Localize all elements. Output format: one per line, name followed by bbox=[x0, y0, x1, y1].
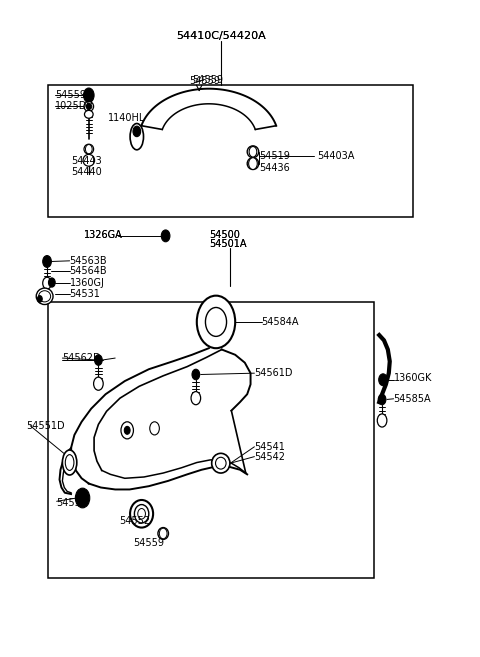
Text: 54542: 54542 bbox=[254, 452, 286, 463]
Circle shape bbox=[48, 278, 55, 287]
Ellipse shape bbox=[216, 457, 226, 469]
Text: 1360GK: 1360GK bbox=[394, 373, 432, 383]
Circle shape bbox=[85, 145, 92, 154]
Text: 54410C/54420A: 54410C/54420A bbox=[176, 31, 265, 41]
Text: 1360GJ: 1360GJ bbox=[70, 277, 105, 288]
Circle shape bbox=[86, 103, 91, 110]
Text: 1326GA: 1326GA bbox=[84, 230, 123, 240]
Text: 54500: 54500 bbox=[209, 229, 240, 240]
Circle shape bbox=[377, 414, 387, 427]
Bar bbox=[48, 302, 374, 578]
Ellipse shape bbox=[84, 101, 94, 111]
Ellipse shape bbox=[84, 145, 94, 154]
Ellipse shape bbox=[84, 110, 93, 118]
Circle shape bbox=[75, 488, 90, 508]
Ellipse shape bbox=[62, 450, 77, 475]
Circle shape bbox=[249, 147, 257, 157]
Circle shape bbox=[379, 374, 387, 386]
Ellipse shape bbox=[65, 455, 74, 470]
Text: 54552: 54552 bbox=[119, 516, 150, 526]
Ellipse shape bbox=[212, 453, 230, 473]
Text: 54559: 54559 bbox=[190, 76, 221, 86]
Text: 54559: 54559 bbox=[192, 75, 223, 85]
Text: 54501A: 54501A bbox=[209, 239, 246, 250]
Text: 54562D: 54562D bbox=[62, 353, 101, 363]
Text: 54584A: 54584A bbox=[262, 317, 299, 327]
Text: 54563B: 54563B bbox=[70, 256, 107, 266]
Text: 1025DB: 1025DB bbox=[55, 101, 95, 112]
Circle shape bbox=[150, 422, 159, 435]
Circle shape bbox=[192, 369, 200, 380]
Text: 54585A: 54585A bbox=[394, 394, 431, 404]
Text: 54500: 54500 bbox=[209, 229, 240, 240]
Bar bbox=[48, 85, 413, 217]
Circle shape bbox=[84, 88, 94, 102]
Text: 54541: 54541 bbox=[254, 442, 285, 452]
Text: 54443: 54443 bbox=[71, 156, 102, 166]
Text: 54559: 54559 bbox=[57, 497, 88, 508]
Text: 54531: 54531 bbox=[70, 289, 100, 300]
Circle shape bbox=[95, 355, 102, 365]
Ellipse shape bbox=[130, 500, 153, 528]
Circle shape bbox=[121, 422, 133, 439]
Text: 1326GA: 1326GA bbox=[84, 230, 123, 240]
Ellipse shape bbox=[83, 154, 95, 166]
Text: 1140HL: 1140HL bbox=[108, 113, 145, 124]
Ellipse shape bbox=[38, 290, 51, 302]
Circle shape bbox=[161, 230, 170, 242]
Text: 54519: 54519 bbox=[259, 151, 290, 162]
Circle shape bbox=[378, 394, 386, 405]
Circle shape bbox=[124, 426, 130, 434]
Text: 54564B: 54564B bbox=[70, 265, 107, 276]
Text: 54501A: 54501A bbox=[209, 239, 246, 250]
Circle shape bbox=[133, 126, 141, 137]
Text: 54551D: 54551D bbox=[26, 420, 65, 431]
Circle shape bbox=[43, 277, 51, 289]
Text: 54440: 54440 bbox=[71, 167, 102, 177]
Text: 54561D: 54561D bbox=[254, 368, 293, 378]
Ellipse shape bbox=[134, 505, 149, 523]
Text: 54410C/54420A: 54410C/54420A bbox=[176, 31, 265, 41]
Ellipse shape bbox=[36, 288, 53, 304]
Circle shape bbox=[37, 296, 42, 302]
Ellipse shape bbox=[247, 158, 259, 170]
Text: 54403A: 54403A bbox=[317, 151, 354, 162]
Circle shape bbox=[138, 509, 145, 519]
Circle shape bbox=[191, 392, 201, 405]
Ellipse shape bbox=[247, 146, 259, 158]
Ellipse shape bbox=[130, 124, 144, 150]
Circle shape bbox=[197, 296, 235, 348]
Circle shape bbox=[43, 256, 51, 267]
Circle shape bbox=[249, 158, 257, 170]
Text: 54559: 54559 bbox=[133, 538, 164, 549]
Text: 54436: 54436 bbox=[259, 162, 290, 173]
Circle shape bbox=[205, 307, 227, 336]
Text: 54559: 54559 bbox=[55, 90, 86, 101]
Ellipse shape bbox=[158, 528, 168, 539]
Circle shape bbox=[94, 377, 103, 390]
Circle shape bbox=[159, 528, 167, 539]
